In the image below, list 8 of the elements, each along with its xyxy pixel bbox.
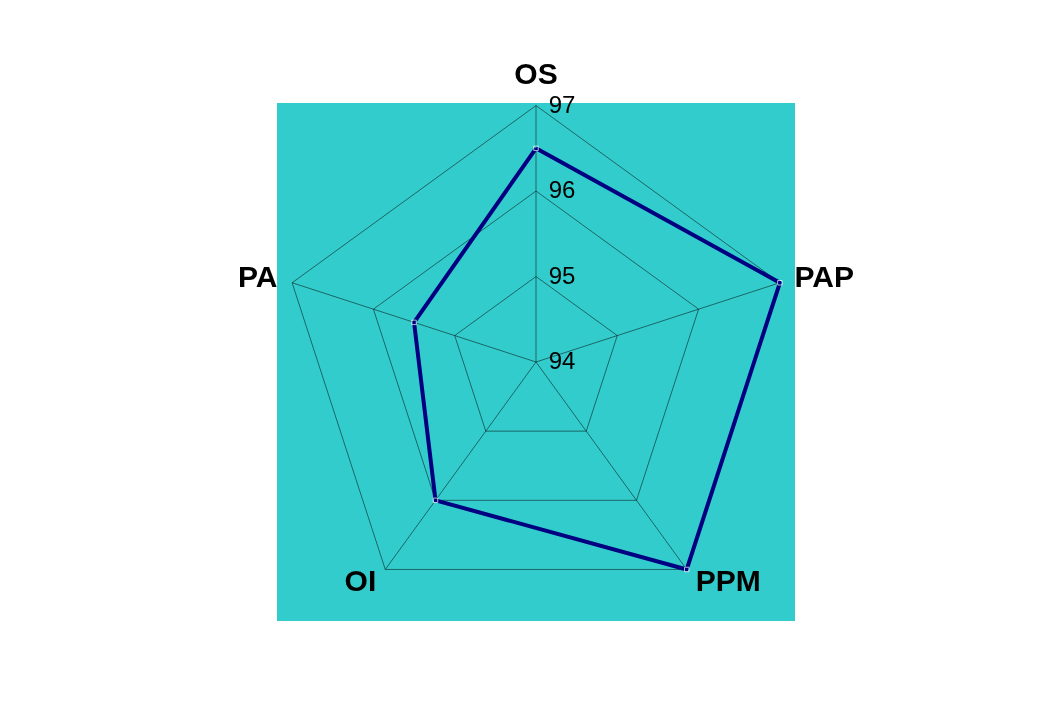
y-tick-label: 96 [548, 176, 576, 204]
y-tick-label: 95 [548, 261, 576, 289]
spoke-label: PAP [794, 260, 854, 293]
spoke-label: OI [344, 563, 377, 597]
spoke-label: PPM [695, 563, 761, 597]
spoke-label: OS [514, 57, 558, 91]
y-tick-label: 94 [548, 347, 576, 374]
spoke-label: PA [238, 260, 278, 293]
